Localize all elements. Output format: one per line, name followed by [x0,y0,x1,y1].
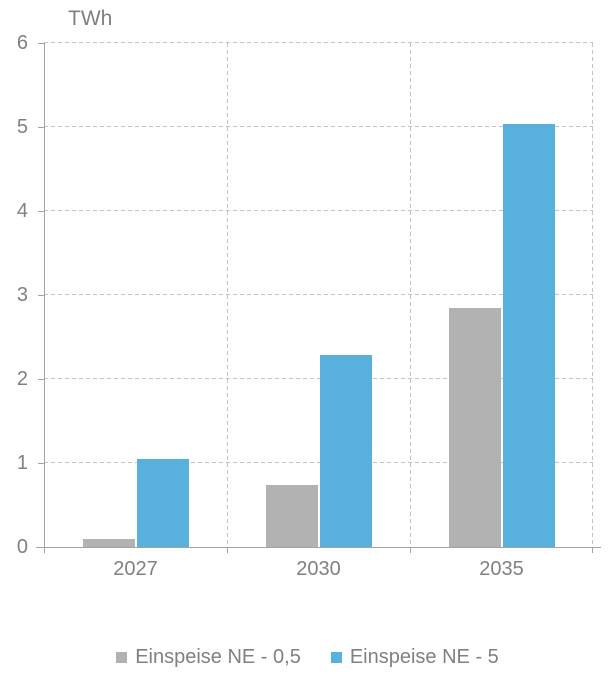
gridline-vertical [227,43,228,547]
x-axis-tick [44,548,45,553]
legend: Einspeise NE - 0,5 Einspeise NE - 5 [0,640,615,674]
y-tick-label: 6 [16,32,28,54]
bar [265,485,318,547]
bar [502,124,555,547]
x-category-label: 2035 [479,558,524,580]
gridline-horizontal [44,294,593,295]
legend-swatch-series-0 [116,651,128,663]
gridline-horizontal [44,42,593,43]
gridline-horizontal [44,126,593,127]
x-axis-tick [592,548,593,553]
gridline-vertical [592,43,593,547]
y-tick-label: 4 [16,200,28,222]
x-category-label: 2030 [296,558,341,580]
y-tick-label: 2 [16,368,28,390]
y-axis-line [44,43,45,553]
bar [448,308,501,547]
y-tick-label: 0 [16,536,28,558]
bar [136,459,189,547]
y-axis-tick [38,463,45,464]
plot-area [44,42,593,547]
y-axis-tick [38,43,45,44]
y-tick-label: 3 [16,284,28,306]
gridline-vertical [410,43,411,547]
x-axis-tick [410,548,411,553]
bar [319,355,372,547]
y-tick-label: 1 [16,452,28,474]
y-axis-tick [38,547,45,548]
gridline-horizontal [44,378,593,379]
y-axis-tick [38,295,45,296]
legend-item: Einspeise NE - 0,5 [116,644,301,670]
y-axis-title: TWh [68,7,113,30]
x-axis-line [36,547,601,548]
legend-label-series-1: Einspeise NE - 5 [349,646,499,668]
legend-item: Einspeise NE - 5 [330,644,499,670]
bar [82,539,135,547]
x-axis-tick [227,548,228,553]
y-axis-tick [38,127,45,128]
y-tick-label: 5 [16,116,28,138]
legend-swatch-series-1 [330,651,342,663]
y-axis-tick [38,211,45,212]
y-axis-tick [38,379,45,380]
gridline-horizontal [44,462,593,463]
legend-label-series-0: Einspeise NE - 0,5 [135,646,301,668]
gridline-horizontal [44,210,593,211]
x-category-label: 2027 [113,558,158,580]
